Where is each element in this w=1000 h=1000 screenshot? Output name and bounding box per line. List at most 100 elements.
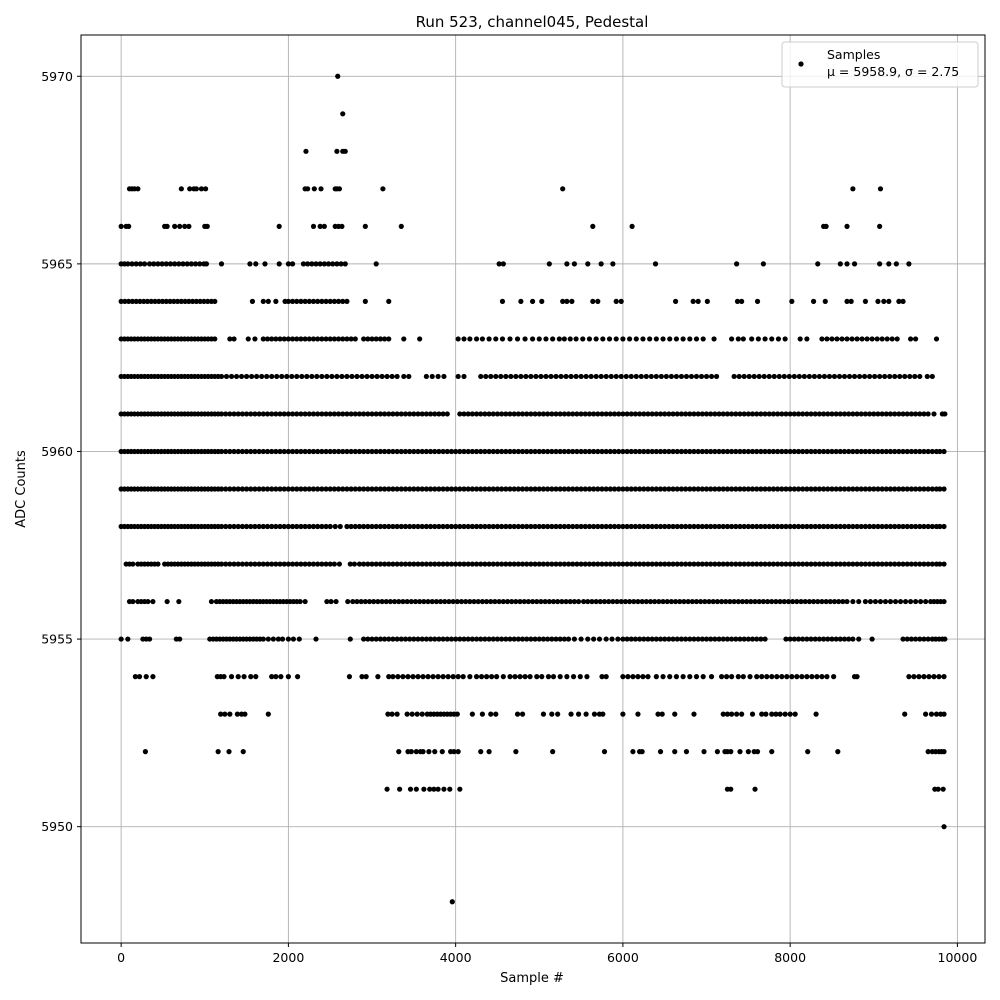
data-point [425,674,431,680]
data-point [645,636,651,642]
data-point [425,598,431,605]
data-point [409,711,415,717]
data-point [511,448,517,455]
data-point [826,373,833,380]
data-point [553,411,559,417]
data-point [141,298,147,304]
data-point [407,448,413,455]
data-point [299,373,305,380]
data-point [804,336,810,342]
data-point [806,598,812,605]
data-point [407,786,414,792]
data-point [687,636,693,642]
data-point [457,786,463,792]
data-point [203,261,210,267]
data-point [783,636,789,642]
data-point [319,411,325,417]
data-point [507,674,513,680]
data-point [603,373,609,380]
data-point [260,336,266,342]
data-point [737,486,743,492]
data-point [559,598,565,605]
data-point [545,523,551,530]
data-point [359,373,365,380]
data-point [769,674,775,680]
data-point [231,561,237,567]
data-point [227,448,233,455]
data-point [415,561,421,567]
data-point [373,411,379,417]
data-point [677,598,683,605]
data-point [794,674,800,680]
data-point [921,674,927,680]
data-point [262,261,268,267]
data-point [746,373,752,380]
data-point [761,373,767,380]
data-point [294,523,300,530]
data-point [381,486,388,492]
data-point [461,448,467,455]
data-point [536,411,542,417]
data-point [218,261,225,267]
data-point [240,749,246,755]
data-point [277,523,283,530]
data-point [904,411,910,417]
data-point [879,486,885,492]
data-point [198,186,205,192]
data-point [273,336,279,342]
data-point [816,411,823,417]
data-point [737,636,743,642]
data-point [340,111,346,117]
data-point [499,486,505,492]
data-point [511,486,517,492]
data-point [311,186,317,192]
data-point [729,411,735,417]
data-point [319,448,325,455]
data-point [766,448,772,455]
data-point [532,448,538,455]
data-point [637,636,643,642]
data-point [427,486,434,492]
data-point [188,261,194,267]
data-point [519,561,526,567]
data-point [212,336,218,342]
data-point [580,598,587,605]
data-point [683,749,690,755]
data-point [519,411,526,417]
data-point [653,411,659,417]
x-tick-label: 0 [117,950,125,965]
data-point [407,636,413,642]
data-point [315,411,321,417]
data-point [363,674,369,680]
data-point [333,598,339,605]
data-point [925,411,931,417]
data-point [448,523,455,530]
data-point [833,636,839,642]
data-point [674,561,680,567]
data-point [298,411,304,417]
data-point [866,448,873,455]
data-point [281,561,287,567]
data-point [344,486,350,492]
data-point [130,598,136,605]
data-point [595,561,601,567]
data-point [762,636,768,642]
data-point [929,561,935,567]
data-point [302,486,308,492]
data-point [281,411,287,417]
data-point [850,411,856,417]
data-point [390,411,396,417]
data-point [423,561,429,567]
data-point [532,561,538,567]
data-point [348,411,354,417]
data-point [908,448,915,455]
data-point [662,636,668,642]
y-tick-label: 5970 [41,69,73,84]
data-point [620,448,626,455]
data-point [815,261,821,267]
data-point [615,636,621,642]
data-point [728,749,734,755]
data-point [690,298,696,304]
data-point [871,411,877,417]
data-point [570,448,576,455]
